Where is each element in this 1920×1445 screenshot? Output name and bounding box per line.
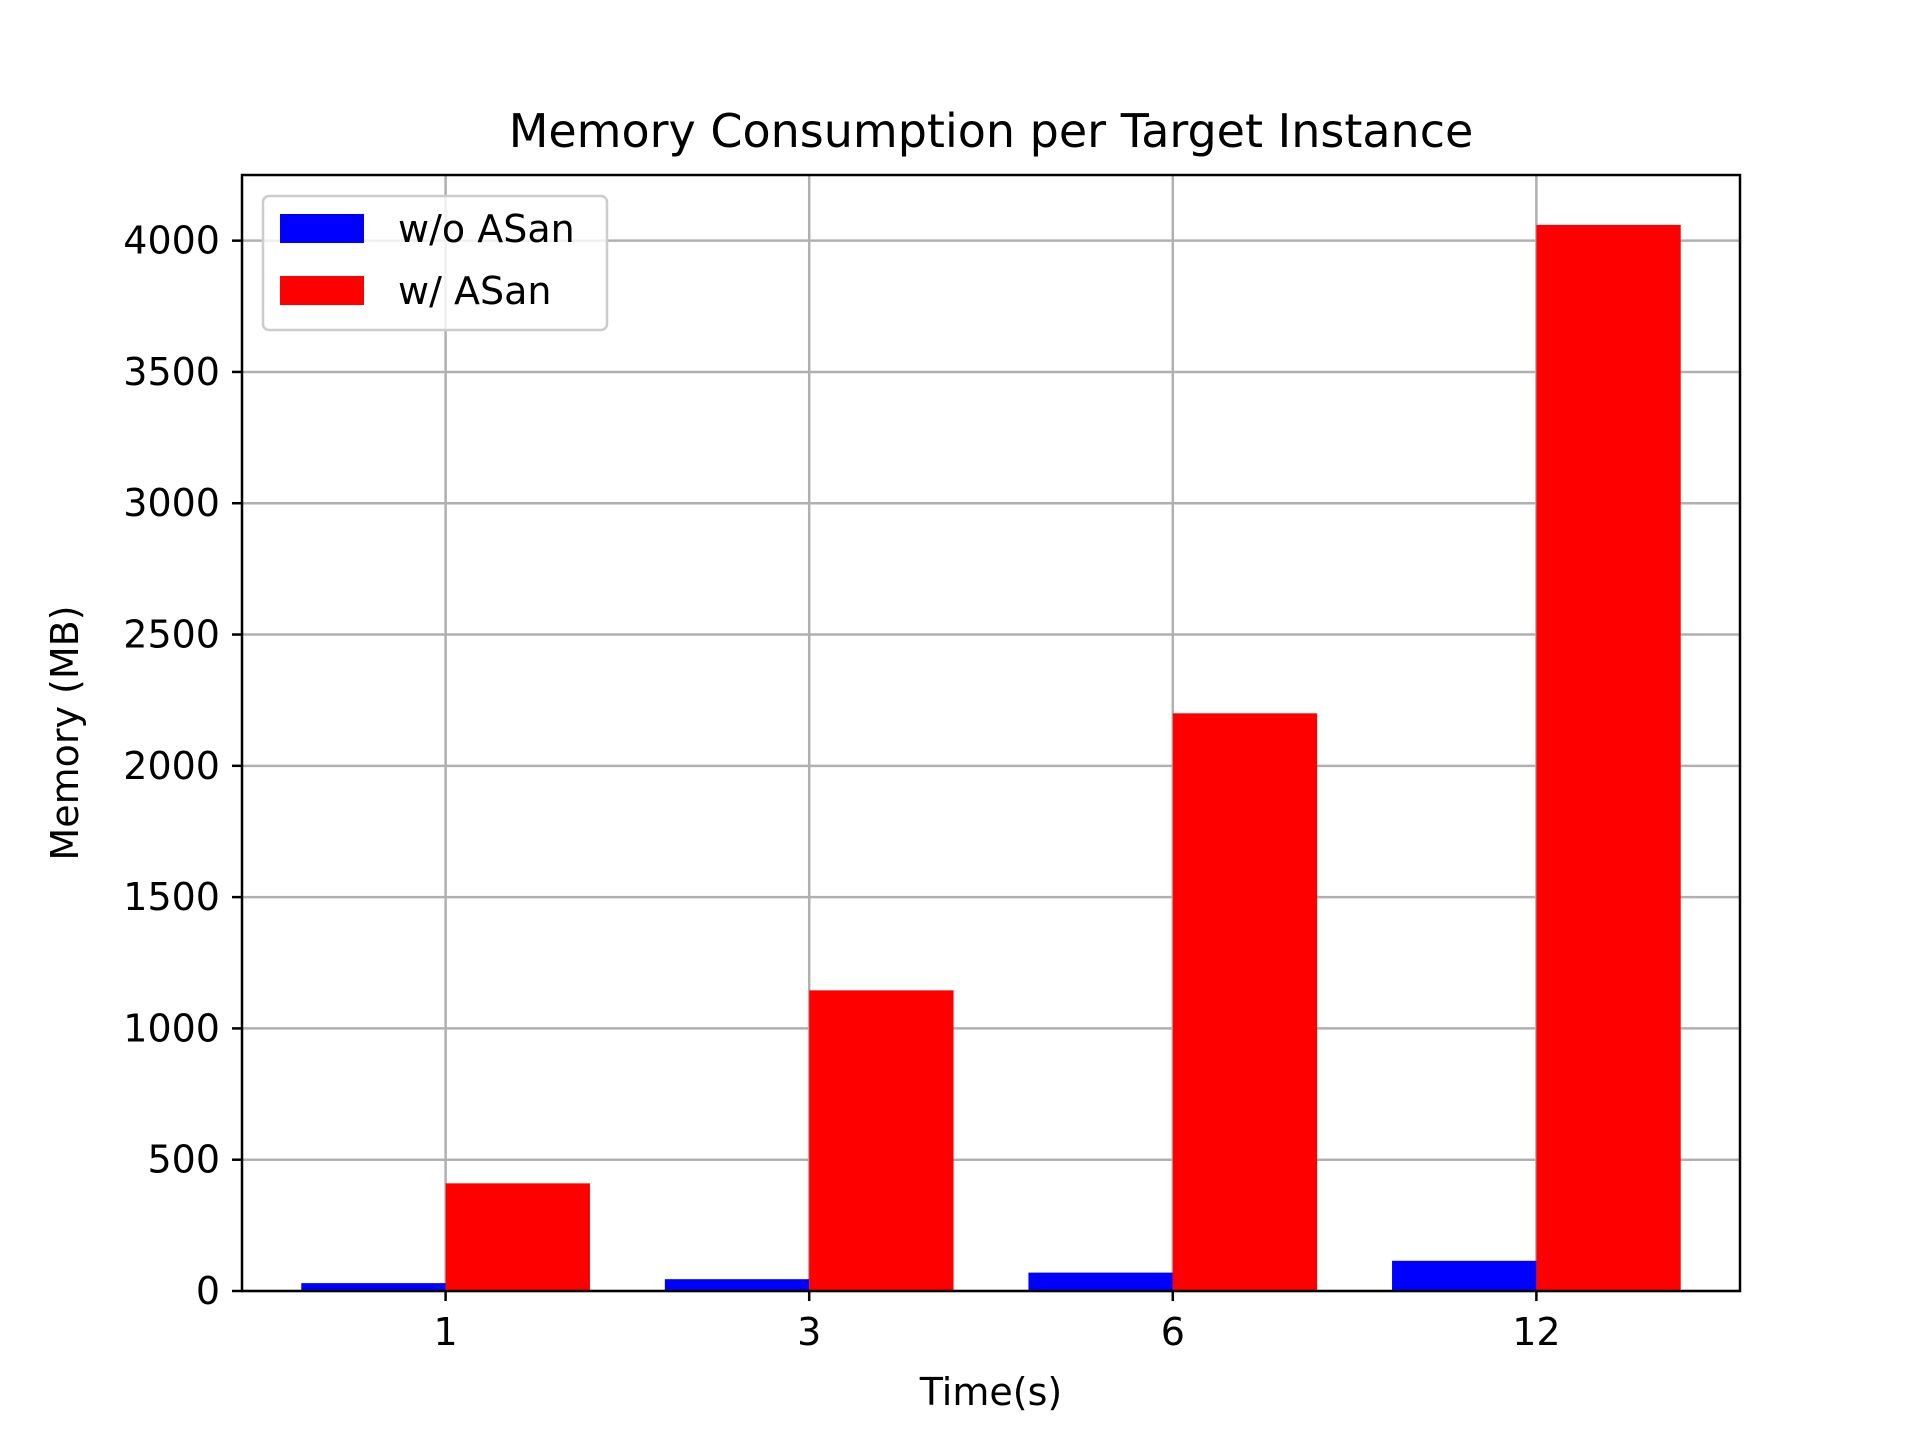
- legend: w/o ASan w/ ASan: [261, 194, 609, 332]
- bar-with-asan-3: [809, 990, 954, 1291]
- x-axis-label: Time(s): [919, 1370, 1062, 1414]
- y-tick-label: 4000: [123, 219, 220, 263]
- bar-without-asan-12: [1392, 1260, 1537, 1291]
- y-tick-label: 3000: [123, 481, 220, 525]
- legend-swatch-without-asan: [280, 214, 364, 243]
- x-tick-label: 3: [797, 1310, 821, 1354]
- x-tick-label: 12: [1512, 1310, 1560, 1354]
- y-tick-label: 3500: [123, 350, 220, 394]
- y-tick-label: 2000: [123, 744, 220, 788]
- bar-without-asan-6: [1028, 1272, 1173, 1291]
- axes-frame: [240, 173, 1742, 1293]
- legend-label-with-asan: w/ ASan: [398, 269, 551, 313]
- bar-without-asan-1: [301, 1283, 446, 1291]
- y-tick-label: 1500: [123, 875, 220, 919]
- y-tick-label: 500: [147, 1138, 220, 1182]
- x-tick-label: 1: [434, 1310, 458, 1354]
- bar-without-asan-3: [664, 1279, 810, 1291]
- bar-with-asan-1: [445, 1183, 590, 1291]
- y-tick-label: 2500: [123, 613, 220, 657]
- bar-with-asan-12: [1536, 224, 1681, 1292]
- y-axis-label: Memory (MB): [43, 605, 87, 860]
- bars: [301, 224, 1681, 1292]
- legend-swatch-with-asan: [280, 276, 364, 305]
- y-tick-label: 0: [196, 1269, 220, 1313]
- bar-with-asan-6: [1172, 713, 1318, 1291]
- x-tick-label: 6: [1161, 1310, 1185, 1354]
- ticks: 0 500 1000 1500 2000 2500 3000 3500 4000 1 3 6 12: [123, 219, 1560, 1354]
- grid: [242, 175, 1740, 1293]
- y-tick-label: 1000: [123, 1006, 220, 1050]
- legend-label-without-asan: w/o ASan: [398, 207, 575, 251]
- chart-title: Memory Consumption per Target Instance: [509, 104, 1474, 158]
